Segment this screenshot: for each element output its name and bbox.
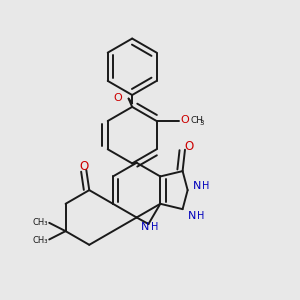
- Text: CH₃: CH₃: [32, 218, 48, 227]
- Text: H: H: [202, 181, 209, 191]
- Text: CH₃: CH₃: [32, 236, 48, 244]
- Text: O: O: [184, 140, 193, 153]
- Text: H: H: [151, 222, 159, 232]
- Text: N: N: [188, 211, 196, 221]
- Text: O: O: [79, 160, 88, 173]
- Text: H: H: [197, 211, 204, 221]
- Text: CH: CH: [190, 116, 203, 124]
- Text: O: O: [181, 115, 189, 125]
- Text: 3: 3: [199, 120, 204, 126]
- Text: N: N: [193, 181, 201, 191]
- Text: O: O: [113, 93, 122, 103]
- Text: N: N: [141, 222, 149, 232]
